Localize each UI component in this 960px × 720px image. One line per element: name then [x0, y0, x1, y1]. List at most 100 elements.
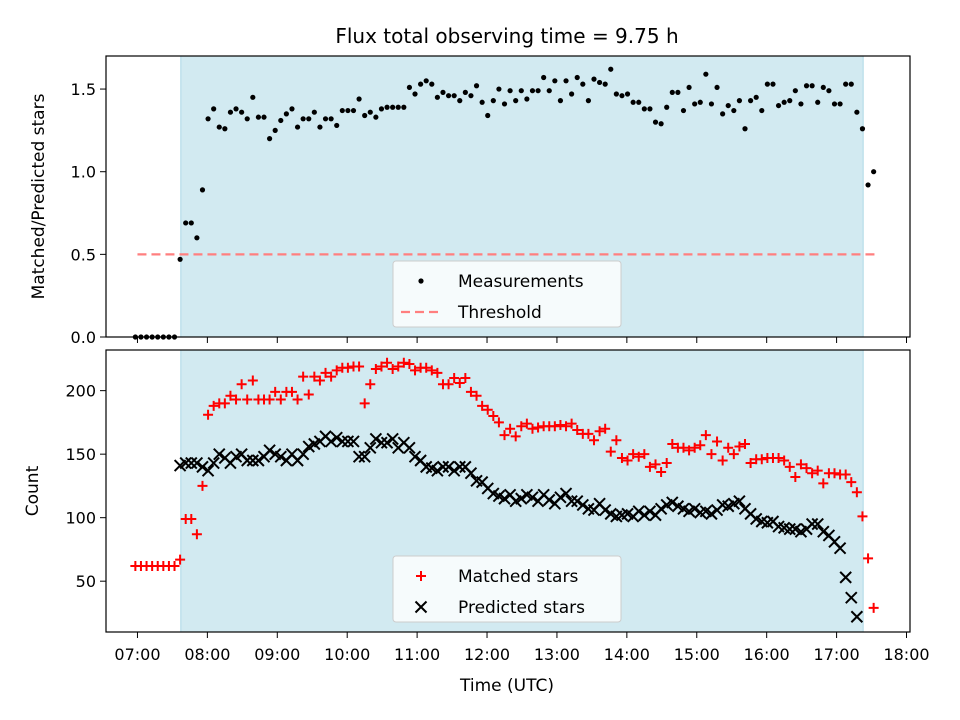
- matched-star-point: [628, 449, 639, 460]
- matched-star-point: [432, 367, 443, 378]
- measurement-point: [339, 107, 345, 114]
- legend-box: [392, 555, 622, 623]
- measurement-point: [580, 81, 586, 87]
- matched-star-point: [410, 365, 421, 376]
- measurement-point: [390, 104, 396, 110]
- measurement-point: [322, 116, 329, 122]
- measurement-point: [222, 126, 228, 132]
- matched-star-point: [331, 365, 342, 376]
- measurement-point: [557, 98, 564, 104]
- x-tick-label: 16:00: [744, 645, 790, 664]
- measurement-point: [843, 81, 849, 87]
- measurement-point: [658, 121, 664, 127]
- matched-star-point: [863, 553, 874, 564]
- matched-star-point: [723, 442, 734, 453]
- legend-matched-marker: [416, 571, 426, 581]
- measurement-point: [205, 116, 211, 122]
- matched-star-point: [493, 417, 504, 428]
- predicted-star-point: [330, 431, 343, 444]
- measurement-point: [496, 86, 502, 92]
- x-axis-label: Time (UTC): [459, 676, 554, 696]
- measurement-point: [501, 101, 508, 107]
- measurement-point: [647, 106, 653, 112]
- measurement-point: [345, 107, 351, 114]
- measurement-point: [574, 74, 580, 81]
- predicted-star-point: [638, 508, 651, 522]
- matched-star-point: [460, 372, 471, 383]
- matched-star-point: [656, 466, 667, 477]
- measurement-point: [624, 91, 631, 97]
- measurement-point: [608, 66, 614, 72]
- x-tick-label: 08:00: [184, 645, 230, 664]
- x-tick-label: 14:00: [604, 645, 650, 664]
- measurement-point: [239, 109, 245, 115]
- matched-star-point: [633, 451, 644, 462]
- matched-star-point: [449, 372, 460, 383]
- predicted-star-point: [352, 450, 366, 463]
- x-tick-label: 13:00: [534, 645, 580, 664]
- predicted-star-point: [526, 491, 539, 504]
- predicted-star-point: [358, 450, 371, 463]
- legend-label: Measurements: [458, 272, 584, 292]
- matched-star-point: [359, 398, 370, 409]
- matched-star-point: [801, 463, 812, 474]
- measurement-point: [283, 111, 289, 117]
- measurement-point: [747, 98, 754, 104]
- measurement-point: [211, 106, 217, 112]
- matched-star-point: [616, 452, 627, 463]
- predicted-star-point: [688, 502, 701, 515]
- measurement-point: [764, 81, 770, 87]
- predicted-star-point: [213, 447, 226, 461]
- measurement-point: [731, 107, 737, 114]
- ratio-panel: 0.0 0.5 1.0 1.5 Matched/Predicted stars Measu…: [29, 55, 911, 347]
- x-tick-label: 09:00: [254, 645, 300, 664]
- matched-star-point: [203, 409, 214, 420]
- legend-label: Predicted stars: [458, 598, 585, 618]
- count-panel: 50 100 150 200 07:00 08:00 09:00 10:00 11:00 12:0…: [23, 350, 930, 664]
- measurement-point: [831, 101, 838, 107]
- matched-star-point: [175, 554, 186, 565]
- matched-star-point: [477, 400, 488, 411]
- predicted-star-point: [263, 444, 276, 457]
- matched-star-point: [208, 400, 219, 411]
- measurement-point: [725, 102, 731, 109]
- measurement-point: [395, 104, 401, 110]
- x-tick-label: 15:00: [674, 645, 720, 664]
- y-tick-label: 1.0: [71, 163, 96, 182]
- predicted-star-point: [733, 494, 746, 508]
- measurement-point: [518, 88, 524, 94]
- measurement-point: [434, 94, 440, 100]
- matched-star-point: [516, 421, 527, 432]
- measurement-point: [686, 84, 692, 91]
- measurement-point: [378, 106, 385, 112]
- matched-star-point: [275, 394, 286, 405]
- predicted-star-point: [453, 460, 466, 474]
- measurement-point: [513, 98, 519, 104]
- measurement-point: [445, 93, 452, 99]
- matched-star-point: [779, 455, 790, 466]
- matched-star-point: [807, 468, 818, 479]
- matched-star-point: [549, 421, 560, 432]
- matched-star-point: [398, 357, 409, 368]
- measurement-point: [451, 93, 457, 99]
- measurement-point: [714, 84, 720, 91]
- matched-star-point: [191, 529, 202, 540]
- predicted-star-point: [436, 460, 450, 474]
- predicted-star-point: [805, 517, 819, 531]
- matched-star-point: [588, 435, 599, 446]
- measurement-point: [669, 89, 675, 95]
- measurement-point: [848, 81, 854, 87]
- predicted-star-point: [196, 460, 209, 474]
- predicted-star-point: [559, 487, 573, 500]
- predicted-star-point: [845, 591, 858, 604]
- matched-star-point: [197, 480, 208, 491]
- matched-star-point: [482, 404, 493, 415]
- legend-label: Threshold: [457, 303, 542, 323]
- predicted-star-point: [833, 541, 847, 555]
- measurement-point: [541, 74, 547, 81]
- predicted-star-point: [817, 525, 830, 538]
- measurement-point: [177, 256, 183, 262]
- measurement-point: [194, 235, 200, 241]
- measurement-point: [485, 112, 491, 119]
- matched-star-point: [712, 436, 723, 447]
